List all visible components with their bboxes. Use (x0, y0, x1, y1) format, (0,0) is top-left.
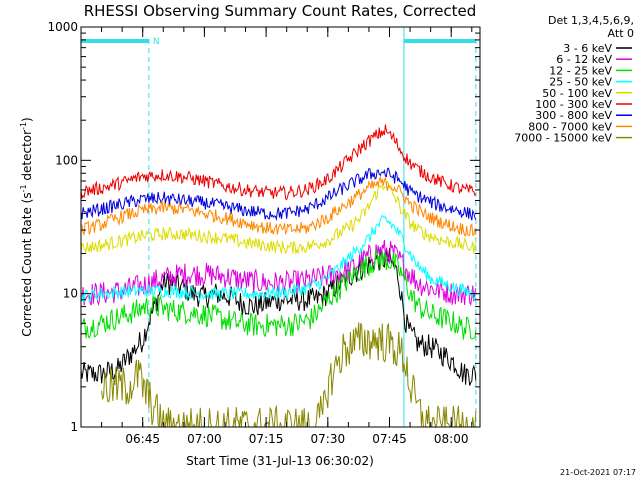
x-tick-label: 07:00 (187, 432, 222, 446)
saa-bar (403, 39, 476, 43)
x-axis-label: Start Time (31-Jul-13 06:30:02) (186, 454, 374, 468)
plot-frame (80, 26, 481, 428)
legend-entry-label: 300 - 800 keV (535, 109, 612, 122)
night-bar (81, 39, 149, 43)
y-tick-label: 10 (63, 287, 78, 301)
legend-entry-label: 3 - 6 keV (563, 42, 612, 55)
legend-entry-label: 6 - 12 keV (556, 53, 612, 66)
y-axis-label-part: Corrected Count Rate (s (20, 192, 34, 336)
legend-entry-label: 100 - 300 keV (535, 98, 612, 111)
series-line (80, 175, 477, 237)
night-label: N (153, 37, 160, 47)
chart-title: RHESSI Observing Summary Count Rates, Co… (84, 2, 477, 20)
x-tick-label: 07:30 (311, 432, 346, 446)
y-tick-label: 1 (70, 420, 78, 434)
y-axis-label-part: ) (20, 117, 34, 122)
series-line (80, 248, 477, 340)
legend-entry-label: 7000 - 15000 keV (514, 132, 612, 145)
series-line (80, 167, 477, 221)
y-tick-label: 1000 (47, 20, 78, 34)
series-layer (80, 124, 477, 429)
legend-entry-label: 800 - 7000 keV (528, 120, 612, 133)
legend-header: Det 1,3,4,5,6,9, (548, 14, 634, 27)
x-tick-label: 07:15 (249, 432, 284, 446)
legend-entry-label: 12 - 25 keV (549, 64, 612, 77)
y-axis-label-exponent: -1 (19, 184, 28, 192)
y-axis: 1 10 100 1000 (47, 20, 480, 434)
legend-entry-label: 25 - 50 keV (549, 76, 612, 89)
saa-marker (403, 27, 477, 427)
series-line (101, 322, 477, 429)
x-tick-label: 07:45 (372, 432, 407, 446)
x-axis: 06:45 07:00 07:15 07:30 07:45 08:00 (101, 27, 473, 446)
x-tick-label: 08:00 (434, 432, 469, 446)
x-tick-label: 06:45 (125, 432, 160, 446)
legend-header: Att 0 (608, 27, 634, 40)
night-marker: N (81, 37, 160, 427)
series-line (80, 124, 477, 201)
series-line (80, 180, 477, 255)
y-tick-label: 100 (55, 153, 78, 167)
series-line (80, 214, 477, 303)
legend-entry-label: 50 - 100 keV (542, 87, 612, 100)
y-axis-label: Corrected Count Rate (s-1 detector-1) (19, 117, 34, 336)
footer-date: 21-Oct-2021 07:17 (560, 468, 636, 477)
y-axis-label-part: detector (20, 130, 34, 185)
y-axis-label-exponent: -1 (19, 122, 28, 130)
